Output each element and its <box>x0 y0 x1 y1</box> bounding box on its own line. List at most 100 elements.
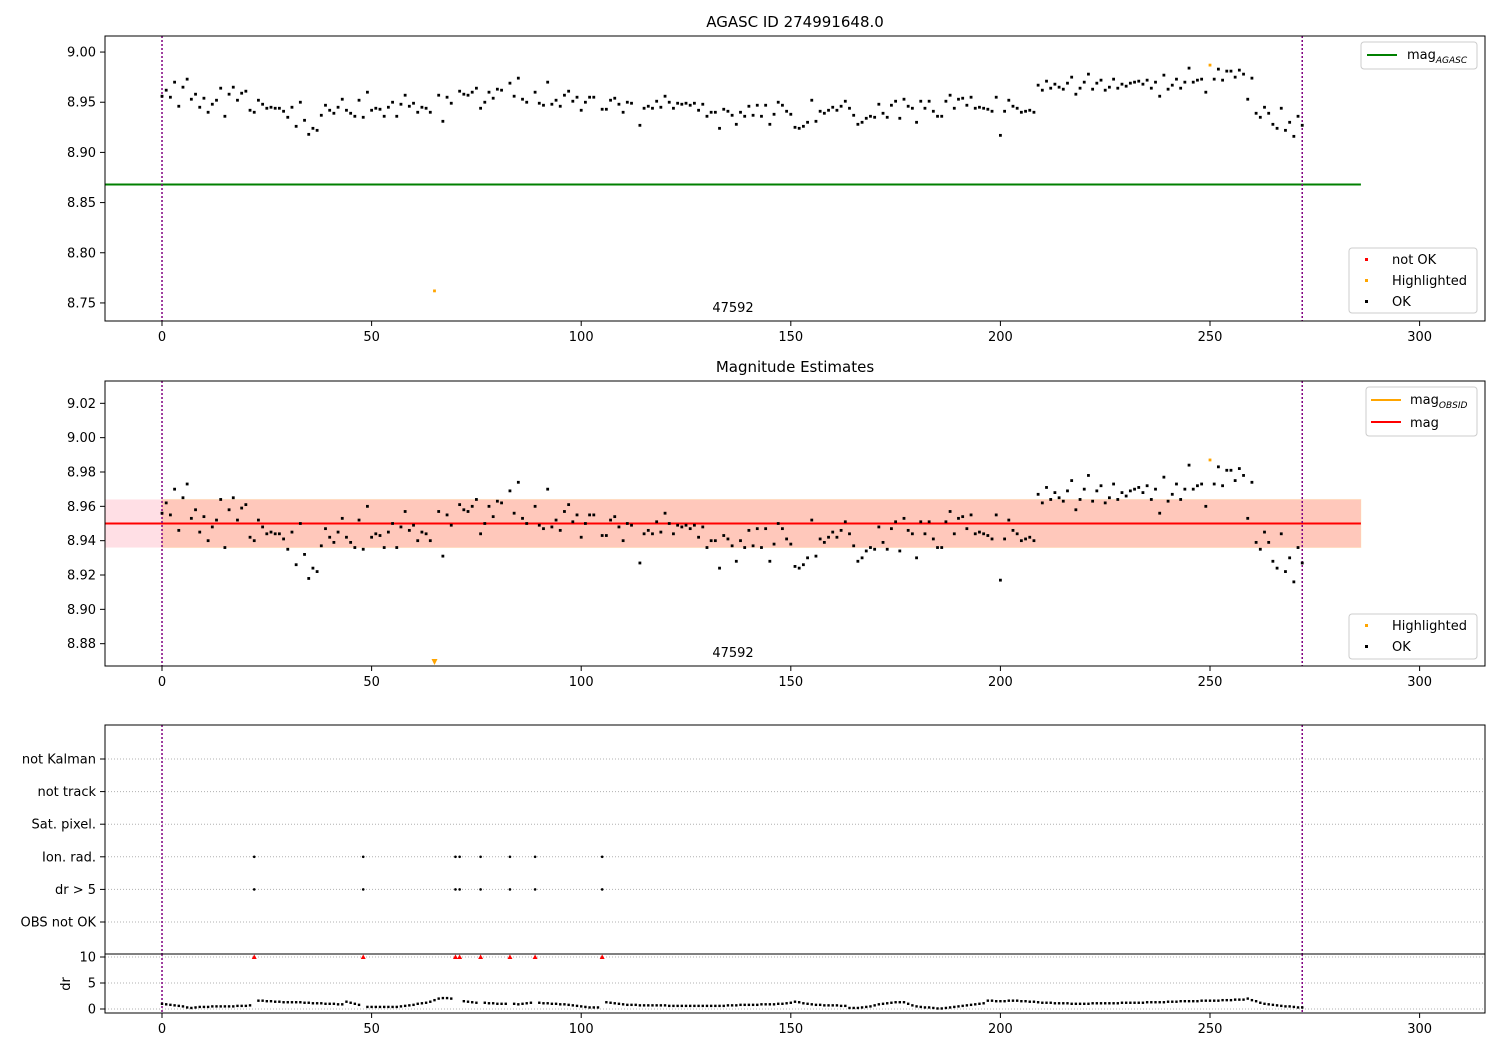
ok-point <box>973 532 977 536</box>
dr-point <box>630 1003 633 1007</box>
ok-point <box>982 532 986 536</box>
dr-point <box>223 1005 227 1008</box>
ok-point <box>1170 492 1174 496</box>
ok-point <box>1019 110 1023 114</box>
dr-point <box>1133 1001 1136 1004</box>
ok-point <box>189 516 193 520</box>
dr-point <box>1217 999 1220 1002</box>
ok-point <box>1216 67 1220 71</box>
ok-point <box>994 95 998 99</box>
ok-point <box>407 528 411 532</box>
ok-point <box>277 532 281 536</box>
ok-point <box>1124 84 1128 88</box>
ok-point <box>1015 532 1019 536</box>
ok-point <box>257 518 260 522</box>
ok-point <box>906 104 910 108</box>
y-tick-label: 8.88 <box>67 637 96 652</box>
ok-point <box>244 503 248 507</box>
legend-label-ok-est: OK <box>1392 640 1411 655</box>
ok-point <box>378 107 382 111</box>
ok-point <box>315 570 319 573</box>
dr-point <box>173 1004 176 1007</box>
dr-point <box>777 1002 780 1005</box>
dr-point <box>642 1004 646 1007</box>
dr-point <box>1083 1002 1086 1005</box>
ok-point <box>659 530 663 534</box>
flag-point <box>458 888 461 891</box>
flag-point <box>252 888 256 891</box>
ok-point <box>797 566 801 570</box>
dr-point <box>471 1001 474 1004</box>
ok-point <box>730 544 734 548</box>
ok-point <box>219 86 223 90</box>
ok-point <box>542 103 545 107</box>
dr-point <box>839 1004 843 1008</box>
ok-point <box>663 94 667 98</box>
dr-point <box>1057 1002 1061 1005</box>
obsid-annotation-agasc: 47592 <box>712 301 753 316</box>
y-tick-label: 8.90 <box>67 146 96 161</box>
dr-point <box>1104 1002 1107 1005</box>
dr-point <box>257 999 260 1002</box>
ok-point <box>743 546 747 549</box>
dr-point <box>1049 1001 1052 1004</box>
ok-point <box>776 100 780 104</box>
ok-point <box>734 559 738 563</box>
ok-point <box>1049 86 1053 90</box>
highlighted-point <box>433 289 436 293</box>
ok-point <box>244 89 248 93</box>
ok-point <box>537 523 541 527</box>
ok-point <box>617 525 621 529</box>
y-tick-label: 8.94 <box>67 534 96 549</box>
dr-clipped-point <box>507 954 513 959</box>
ok-point <box>1158 511 1162 515</box>
ok-point <box>818 109 822 113</box>
x-tick-label: 0 <box>158 330 166 345</box>
ok-point <box>1095 489 1099 493</box>
ok-point <box>575 95 579 99</box>
legend-marker-highlighted-est <box>1365 624 1368 627</box>
dr-point <box>1200 999 1203 1002</box>
dr-point <box>1254 1000 1258 1003</box>
ok-point <box>713 539 717 543</box>
ok-point <box>1258 547 1262 551</box>
ok-point <box>978 105 981 109</box>
ok-point <box>554 518 558 522</box>
ok-point <box>768 559 772 563</box>
dr-point <box>1212 999 1216 1002</box>
dr-point <box>986 999 990 1002</box>
dr-point <box>462 1000 466 1003</box>
ok-point <box>764 527 768 531</box>
ok-point <box>1107 85 1111 89</box>
dr-point <box>772 1003 776 1006</box>
dr-point <box>315 1002 319 1005</box>
ok-point <box>948 93 952 97</box>
ok-point <box>391 100 394 104</box>
panel-agasc-magnitude: AGASC ID 274991648.0 0 50 100 150 200 250 300 8… <box>67 13 1486 345</box>
dr-point <box>1137 1001 1140 1004</box>
dr-point <box>1233 998 1237 1001</box>
ok-point <box>617 102 621 106</box>
ok-point <box>1275 566 1279 570</box>
dr-point <box>890 1001 893 1004</box>
dr-point <box>328 1002 331 1005</box>
ok-point <box>902 516 906 520</box>
dr-point <box>1007 999 1010 1002</box>
flag-point <box>458 855 461 859</box>
dr-point <box>1124 1001 1128 1004</box>
dr-point <box>294 1001 298 1004</box>
dr-point <box>1087 1002 1090 1005</box>
dr-point <box>278 1000 281 1003</box>
ok-point <box>1066 489 1069 493</box>
legend-label-highlighted-est: Highlighted <box>1392 619 1467 634</box>
dr-point <box>1250 998 1254 1002</box>
ok-point <box>801 124 805 128</box>
dr-point <box>349 1001 352 1004</box>
ok-point <box>621 110 625 114</box>
ok-point <box>194 92 197 96</box>
x-tick-label: 200 <box>988 330 1013 345</box>
ok-point <box>927 520 931 524</box>
dr-point <box>1041 1001 1044 1004</box>
ok-point <box>1120 491 1124 494</box>
dr-point <box>1271 1003 1275 1007</box>
